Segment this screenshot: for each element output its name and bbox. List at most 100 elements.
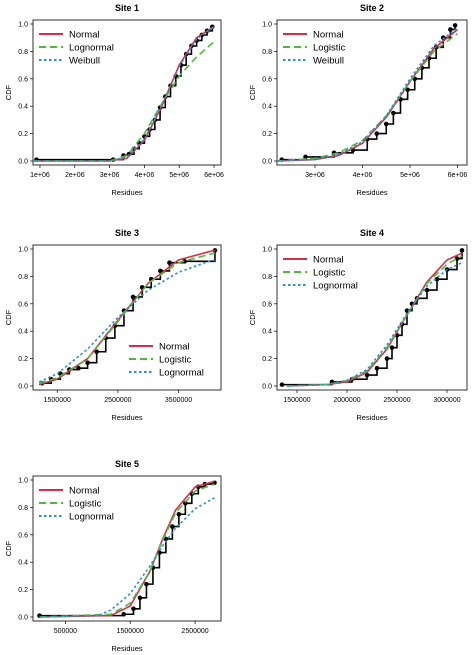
- y-axis-label: CDF: [248, 309, 257, 325]
- x-tick-label: 2500000: [383, 397, 410, 404]
- y-axis-label: CDF: [4, 84, 13, 100]
- plot-frame: [276, 244, 468, 391]
- empirical-point: [434, 276, 440, 282]
- y-tick-label: 1.0: [262, 22, 272, 29]
- legend-label-lognormal: Lognormal: [159, 368, 204, 379]
- y-tick-label: 0.6: [262, 76, 272, 83]
- empirical-point: [167, 260, 172, 266]
- x-tick-label: 5e+06: [169, 172, 189, 179]
- chart-title: Site 5: [115, 459, 139, 469]
- empirical-point: [448, 27, 453, 32]
- legend-label-lognormal: Lognormal: [69, 43, 114, 54]
- y-tick-label: 0.2: [262, 356, 272, 363]
- x-tick-label: 2500000: [181, 628, 208, 635]
- x-axis-label: Residues: [111, 413, 143, 422]
- empirical-point: [459, 248, 465, 253]
- empirical-point: [405, 87, 410, 93]
- x-axis-label: Residues: [111, 644, 143, 653]
- chart-panel-4: Site 4 0.0 0.2 0.4 0.6 0.8 1.0 1500000 2000000 25…: [248, 228, 468, 422]
- legend: Normal Logistic Lognormal: [283, 255, 358, 292]
- x-axis-label: Residues: [356, 188, 388, 197]
- empirical-point: [121, 611, 127, 617]
- y-tick-label: 1.0: [18, 22, 28, 29]
- empirical-point: [144, 581, 149, 587]
- legend: Normal Logistic Lognormal: [39, 486, 114, 523]
- chart-panel-5: Site 5 0.0 0.2 0.4 0.6 0.8 1.0 500000 1500000 250…: [4, 459, 222, 653]
- plot-area: [279, 248, 465, 387]
- plot-area: [277, 23, 459, 162]
- series-lognormal-line: [286, 261, 463, 387]
- empirical-cdf-step: [39, 482, 216, 617]
- x-tick-label: 3500000: [165, 397, 192, 404]
- y-tick-label: 0.2: [262, 131, 272, 138]
- legend: Normal Lognormal Weibull: [39, 30, 114, 67]
- x-tick-label: 1500000: [117, 628, 144, 635]
- series-logistic-line: [38, 252, 216, 385]
- empirical-point: [137, 595, 143, 601]
- legend-label-logistic: Logistic: [313, 43, 345, 54]
- y-tick-label: 0.4: [18, 104, 28, 111]
- y-tick-label: 0.0: [262, 384, 272, 391]
- y-tick-label: 0.4: [262, 104, 272, 111]
- legend: Normal Logistic Weibull: [283, 30, 345, 67]
- x-tick-label: 6e+06: [204, 172, 224, 179]
- empirical-point: [452, 23, 458, 28]
- plot-frame: [32, 475, 222, 622]
- chart-title: Site 2: [360, 3, 384, 13]
- chart-title: Site 1: [115, 3, 139, 13]
- empirical-point: [374, 365, 380, 371]
- y-tick-label: 1.0: [262, 247, 272, 254]
- x-tick-label: 2000000: [333, 397, 360, 404]
- y-tick-label: 0.6: [262, 301, 272, 308]
- y-tick-label: 1.0: [18, 247, 28, 254]
- x-axis-label: Residues: [356, 413, 388, 422]
- empirical-point: [94, 349, 99, 355]
- legend-label-lognormal: Lognormal: [313, 281, 358, 292]
- plot-area: [38, 248, 218, 386]
- y-tick-label: 0.2: [18, 131, 28, 138]
- y-axis-label: CDF: [248, 84, 257, 100]
- y-tick-label: 0.4: [18, 329, 28, 336]
- chart-panel-3: Site 3 0.0 0.2 0.4 0.6 0.8 1.0 1500000 2500000 35…: [4, 228, 222, 422]
- x-tick-label: 6e+06: [448, 172, 468, 179]
- plot-area: [33, 24, 215, 162]
- x-tick-label: 4e+06: [135, 172, 155, 179]
- legend-label-normal: Normal: [69, 486, 100, 497]
- y-tick-label: 0.0: [18, 384, 28, 391]
- series-lognormal-line: [33, 41, 215, 162]
- legend-label-normal: Normal: [313, 30, 344, 41]
- empirical-point: [130, 294, 136, 300]
- y-tick-label: 0.2: [18, 587, 28, 594]
- x-tick-label: 1e+06: [30, 172, 50, 179]
- empirical-point: [364, 372, 370, 378]
- x-tick-label: 5e+06: [400, 172, 420, 179]
- y-tick-label: 0.0: [18, 159, 28, 166]
- y-tick-label: 0.0: [262, 159, 272, 166]
- legend-label-logistic: Logistic: [159, 355, 191, 366]
- y-tick-label: 1.0: [18, 478, 28, 485]
- plot-frame: [32, 244, 222, 391]
- x-tick-label: 2e+06: [65, 172, 85, 179]
- chart-panel-2: Site 2 0.0 0.2 0.4 0.6 0.8 1.0 3e+06 4e+06 5e+06 6…: [248, 3, 467, 197]
- legend-label-lognormal: Lognormal: [69, 512, 114, 523]
- plot-frame: [276, 19, 468, 166]
- y-tick-label: 0.4: [262, 329, 272, 336]
- chart-panel-1: Site 1 0.0 0.2 0.4 0.6 0.8 1.0 1e+06 2e+06 3e+06 4…: [4, 3, 224, 197]
- y-tick-label: 0.6: [18, 532, 28, 539]
- legend-label-normal: Normal: [69, 30, 100, 41]
- series-logistic-line: [39, 483, 215, 618]
- y-tick-label: 0.8: [18, 274, 28, 281]
- x-tick-label: 2500000: [104, 397, 131, 404]
- series-normal-line: [33, 26, 215, 162]
- empirical-point: [170, 524, 175, 529]
- empirical-point: [76, 365, 81, 371]
- empirical-point: [131, 606, 136, 612]
- chart-title: Site 4: [360, 228, 384, 238]
- plot-area: [37, 480, 217, 618]
- x-axis-label: Residues: [111, 188, 143, 197]
- legend-label-normal: Normal: [159, 342, 190, 353]
- series-weibull-line: [277, 27, 458, 162]
- empirical-point: [384, 356, 390, 361]
- plot-frame: [32, 19, 222, 166]
